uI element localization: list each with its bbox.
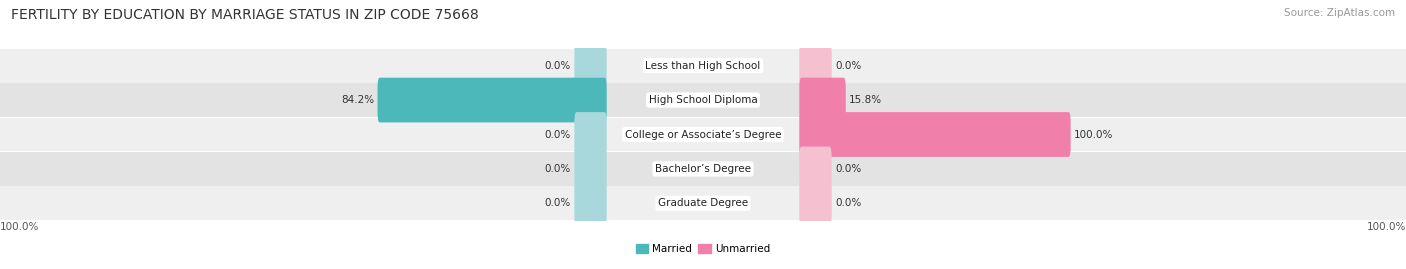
Text: FERTILITY BY EDUCATION BY MARRIAGE STATUS IN ZIP CODE 75668: FERTILITY BY EDUCATION BY MARRIAGE STATU… xyxy=(11,8,479,22)
FancyBboxPatch shape xyxy=(575,181,607,226)
Text: 0.0%: 0.0% xyxy=(544,164,571,174)
FancyBboxPatch shape xyxy=(799,147,832,191)
Text: College or Associate’s Degree: College or Associate’s Degree xyxy=(624,129,782,140)
FancyBboxPatch shape xyxy=(378,78,607,122)
Text: Bachelor’s Degree: Bachelor’s Degree xyxy=(655,164,751,174)
Text: Graduate Degree: Graduate Degree xyxy=(658,198,748,208)
FancyBboxPatch shape xyxy=(0,83,1406,117)
FancyBboxPatch shape xyxy=(799,181,832,226)
FancyBboxPatch shape xyxy=(575,43,607,88)
Text: Source: ZipAtlas.com: Source: ZipAtlas.com xyxy=(1284,8,1395,18)
Text: 0.0%: 0.0% xyxy=(544,61,571,71)
Text: 100.0%: 100.0% xyxy=(0,222,39,232)
Text: 15.8%: 15.8% xyxy=(849,95,883,105)
FancyBboxPatch shape xyxy=(0,152,1406,186)
Text: 84.2%: 84.2% xyxy=(340,95,374,105)
FancyBboxPatch shape xyxy=(575,112,607,157)
Text: 0.0%: 0.0% xyxy=(544,198,571,208)
FancyBboxPatch shape xyxy=(799,112,1071,157)
FancyBboxPatch shape xyxy=(575,147,607,191)
Text: 0.0%: 0.0% xyxy=(544,129,571,140)
FancyBboxPatch shape xyxy=(799,43,832,88)
Text: 0.0%: 0.0% xyxy=(835,164,862,174)
Text: 100.0%: 100.0% xyxy=(1074,129,1114,140)
Text: Less than High School: Less than High School xyxy=(645,61,761,71)
Legend: Married, Unmarried: Married, Unmarried xyxy=(631,240,775,259)
Text: 0.0%: 0.0% xyxy=(835,198,862,208)
Text: 0.0%: 0.0% xyxy=(835,61,862,71)
FancyBboxPatch shape xyxy=(0,49,1406,83)
Text: 100.0%: 100.0% xyxy=(1367,222,1406,232)
Text: High School Diploma: High School Diploma xyxy=(648,95,758,105)
FancyBboxPatch shape xyxy=(799,78,846,122)
FancyBboxPatch shape xyxy=(0,118,1406,151)
FancyBboxPatch shape xyxy=(0,186,1406,220)
